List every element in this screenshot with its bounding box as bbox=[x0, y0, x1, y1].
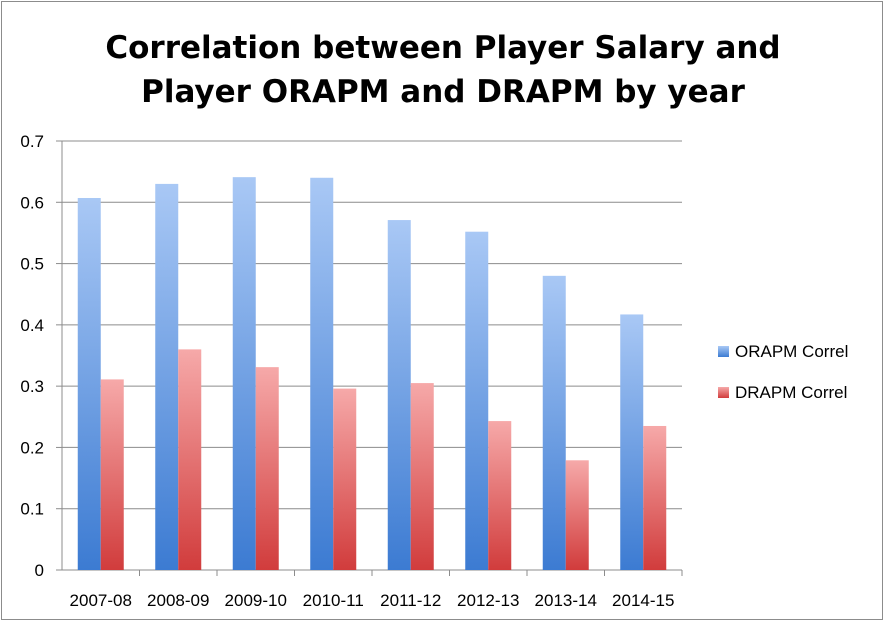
chart-title-line-1: Correlation between Player Salary and bbox=[105, 30, 780, 66]
bar-orapm-2007-08 bbox=[77, 197, 101, 570]
y-tick-label: 0.6 bbox=[20, 193, 44, 212]
bar-orapm-2013-14 bbox=[542, 275, 566, 570]
y-tick-label: 0.1 bbox=[20, 500, 44, 519]
bar-drapm-2009-10 bbox=[255, 367, 279, 570]
x-tick-label: 2012-13 bbox=[457, 591, 519, 610]
y-tick-label: 0 bbox=[35, 561, 44, 580]
y-tick-label: 0.5 bbox=[20, 255, 44, 274]
x-tick-label: 2010-11 bbox=[303, 591, 364, 610]
y-tick-label: 0.4 bbox=[20, 316, 44, 335]
x-tick-label: 2008-09 bbox=[147, 591, 209, 610]
legend-label-orapm: ORAPM Correl bbox=[735, 342, 848, 361]
y-tick-label: 0.2 bbox=[20, 438, 44, 457]
bar-orapm-2009-10 bbox=[232, 177, 256, 570]
x-tick-label: 2009-10 bbox=[225, 591, 287, 610]
y-axis-ticks: 0 0.1 0.2 0.3 0.4 0.5 0.6 0.7 bbox=[20, 132, 44, 580]
x-tick-label: 2014-15 bbox=[612, 591, 674, 610]
y-tick-label: 0.3 bbox=[20, 377, 44, 396]
x-axis-ticks: 2007-08 2008-09 2009-10 2010-11 2011-12 2012-… bbox=[70, 591, 675, 610]
bar-orapm-2011-12 bbox=[387, 220, 411, 570]
legend-swatch-drapm bbox=[718, 387, 729, 398]
y-tick-label: 0.7 bbox=[20, 132, 44, 151]
bar-orapm-2014-15 bbox=[620, 314, 644, 570]
bar-orapm-2012-13 bbox=[465, 231, 489, 570]
bar-drapm-2010-11 bbox=[333, 388, 357, 570]
bar-drapm-2013-14 bbox=[565, 460, 589, 570]
legend-swatch-orapm bbox=[718, 346, 729, 357]
bar-orapm-2010-11 bbox=[310, 177, 334, 570]
legend-label-drapm: DRAPM Correl bbox=[735, 383, 847, 402]
x-tick-label: 2007-08 bbox=[70, 591, 132, 610]
bar-drapm-2008-09 bbox=[178, 349, 202, 570]
bar-orapm-2008-09 bbox=[155, 183, 179, 570]
legend: ORAPM Correl DRAPM Correl bbox=[718, 342, 848, 402]
bar-drapm-2014-15 bbox=[643, 425, 667, 570]
bar-drapm-2012-13 bbox=[488, 421, 512, 570]
bar-drapm-2007-08 bbox=[100, 379, 124, 570]
x-tick-label: 2013-14 bbox=[535, 591, 597, 610]
chart-title-line-2: Player ORAPM and DRAPM by year bbox=[141, 74, 745, 110]
gridlines bbox=[62, 140, 682, 510]
bars bbox=[77, 177, 667, 570]
bar-drapm-2011-12 bbox=[410, 383, 434, 570]
x-tick-label: 2011-12 bbox=[380, 591, 441, 610]
